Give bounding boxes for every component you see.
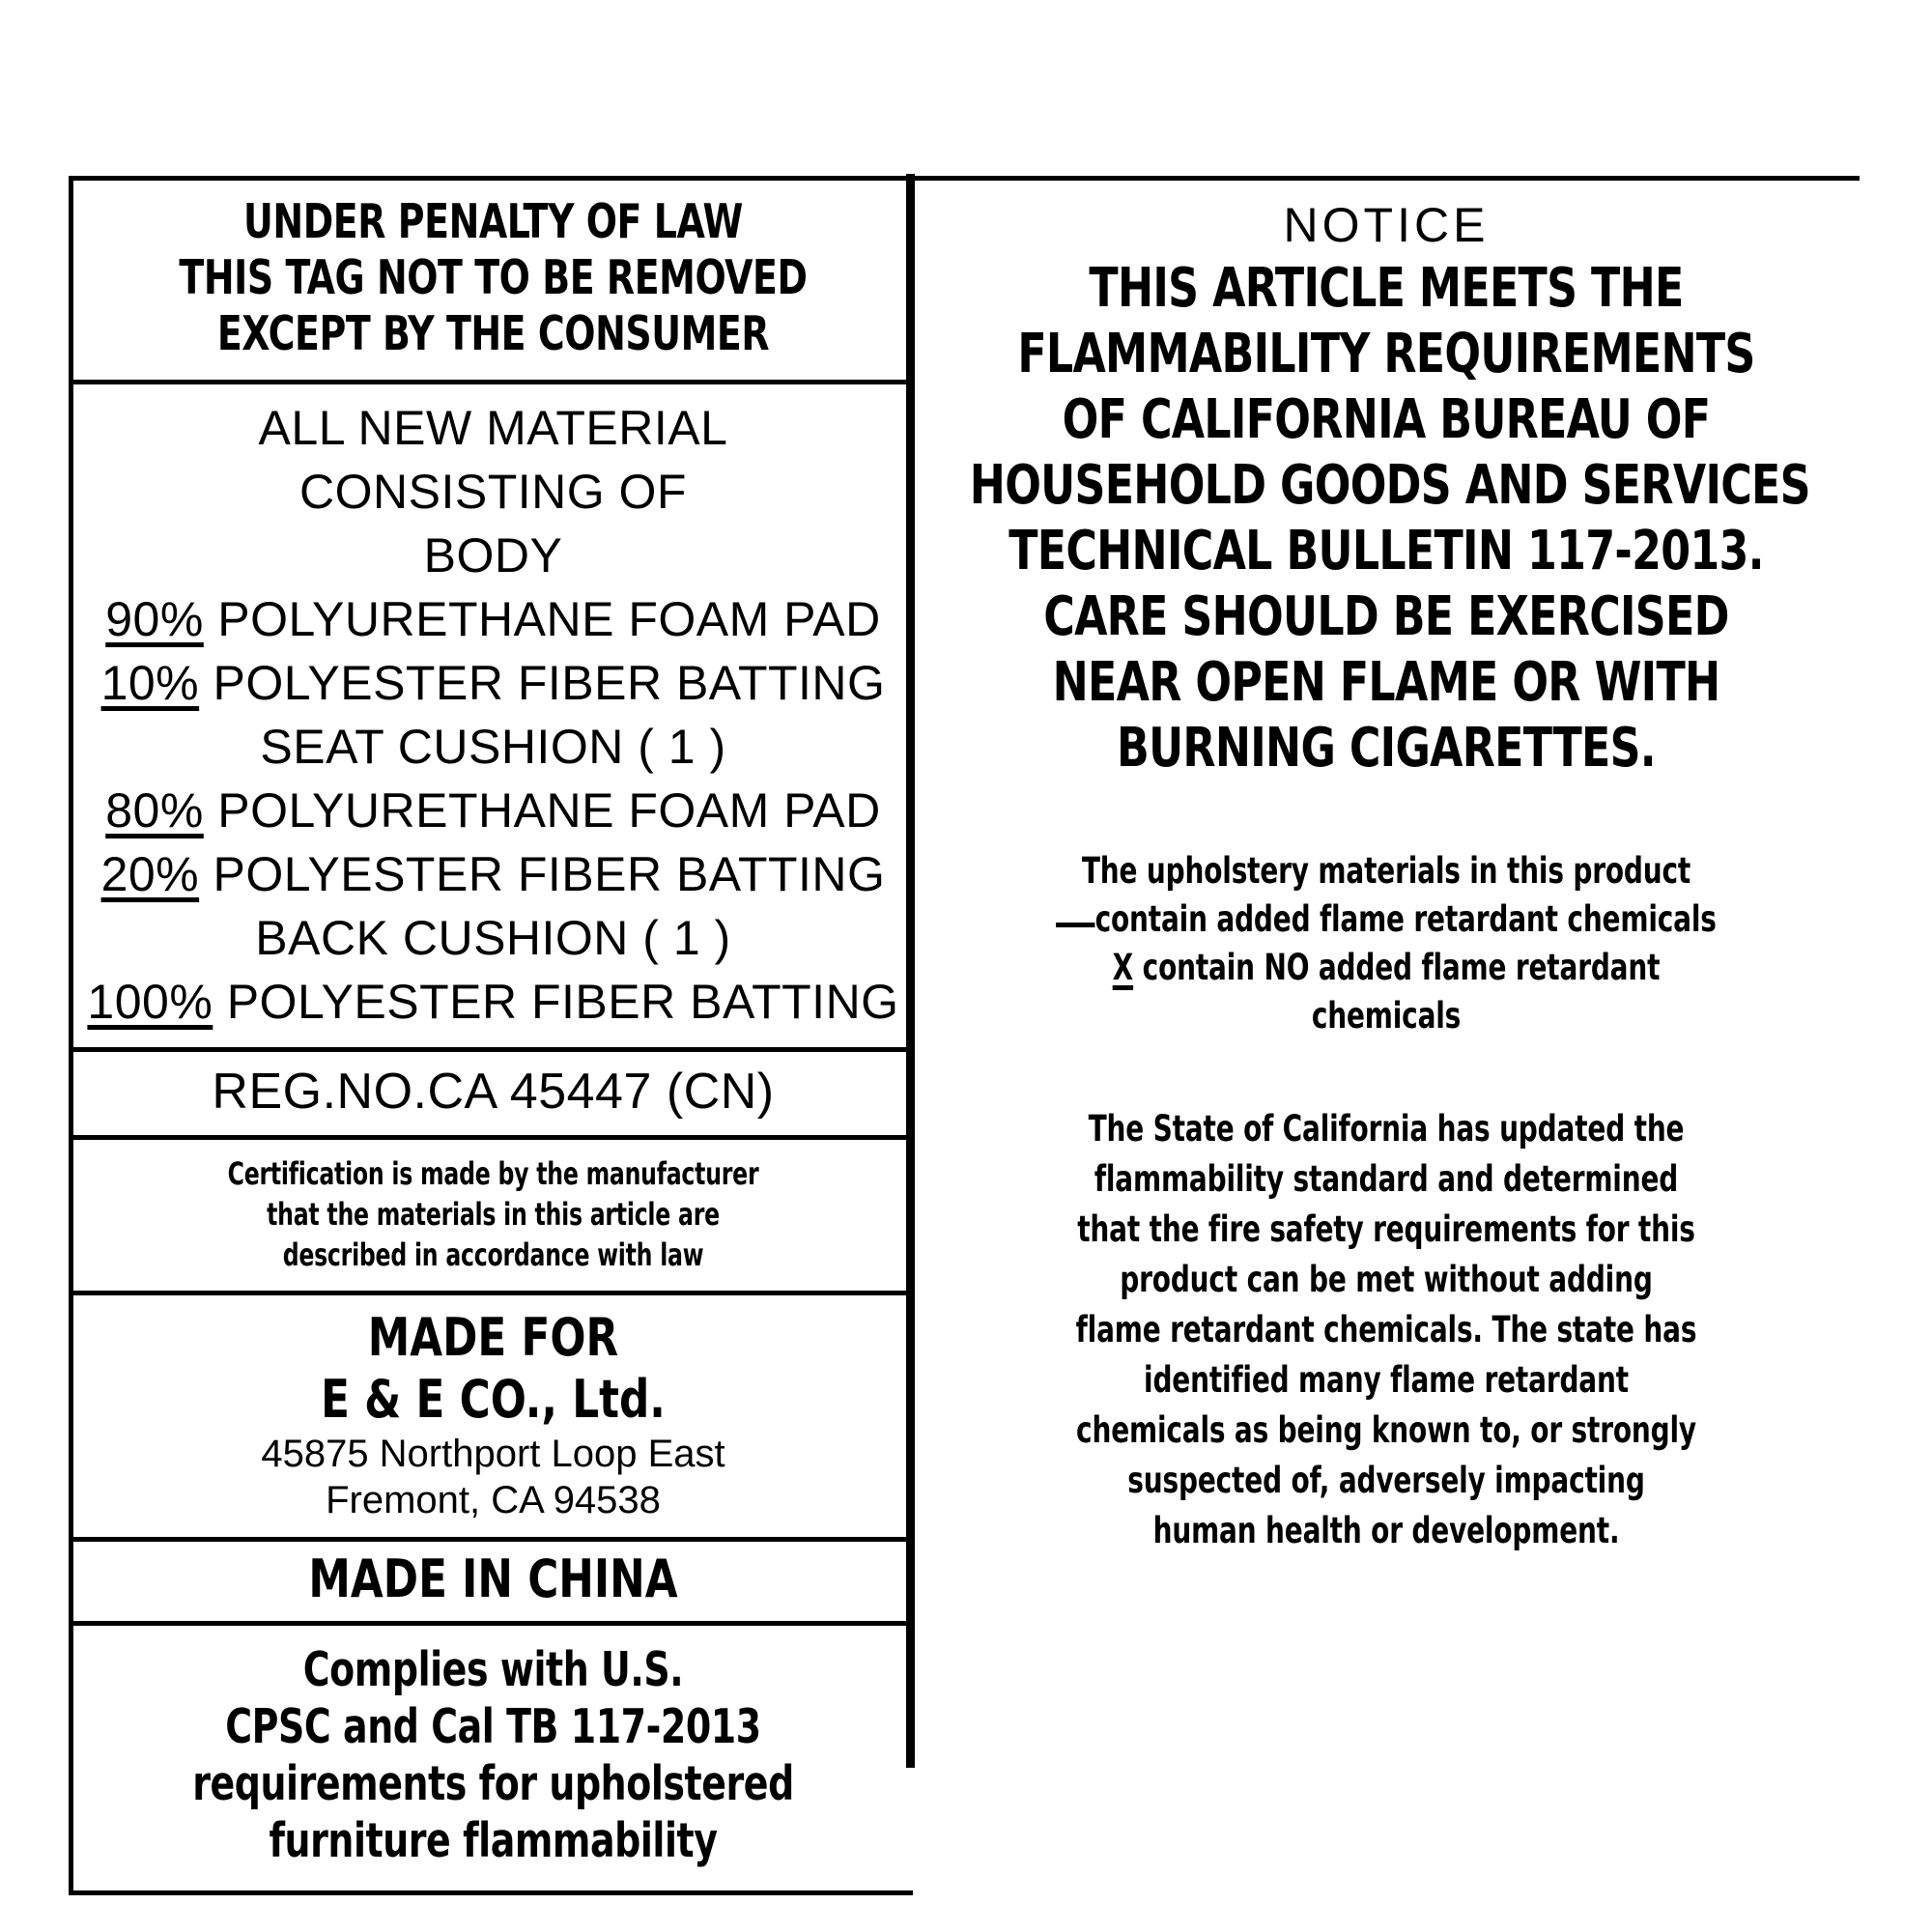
state-of-california-statement: The State of California has updated the … — [988, 1104, 1783, 1576]
certification-line-2: that the materials in this article are — [267, 1196, 720, 1233]
notice-line-2: FLAMMABILITY REQUIREMENTS — [1017, 323, 1755, 385]
material-row: 10% POLYESTER FIBER BATTING — [83, 651, 903, 715]
notice-line-6: CARE SHOULD BE EXERCISED — [1043, 585, 1729, 648]
component-part-back-cushion: BACK CUSHION ( 1 ) — [255, 911, 731, 965]
material-name: POLYESTER FIBER BATTING — [213, 656, 886, 710]
material-percent: 80% — [105, 783, 204, 838]
state-line-5: flame retardant chemicals. The state has — [1075, 1309, 1697, 1350]
notice-line-4: HOUSEHOLD GOODS AND SERVICES — [969, 454, 1811, 517]
material-name: POLYESTER FIBER BATTING — [226, 975, 899, 1029]
material-name: POLYESTER FIBER BATTING — [213, 847, 886, 901]
registration-number: REG.NO.CA 45447 (CN) — [212, 1064, 775, 1120]
flame-retardant-intro: The upholstery materials in this product — [1081, 850, 1691, 892]
country-of-origin-section: MADE IN CHINA — [73, 1542, 913, 1626]
component-part-body: BODY — [423, 528, 563, 582]
panel-divider — [906, 174, 915, 1768]
state-line-7: chemicals as being known to, or strongly — [1076, 1409, 1696, 1451]
option-added-label: contain added flame retardant chemicals — [1094, 898, 1717, 940]
materials-intro-line-1: ALL NEW MATERIAL — [258, 401, 728, 455]
notice-line-1: THIS ARTICLE MEETS THE — [1089, 257, 1684, 320]
materials-content-section: ALL NEW MATERIAL CONSISTING OF BODY 90% … — [73, 384, 913, 1052]
notice-line-8: BURNING CIGARETTES. — [1117, 717, 1657, 780]
certification-line-1: Certification is made by the manufacture… — [227, 1155, 759, 1192]
compliance-line-4: furniture flammability — [269, 1813, 718, 1868]
header-line-3: EXCEPT BY THE CONSUMER — [216, 306, 770, 361]
state-line-6: identified many flame retardant — [1144, 1359, 1629, 1401]
flame-retardant-disclosure: The upholstery materials in this product… — [988, 847, 1783, 1040]
notice-line-7: NEAR OPEN FLAME OR WITH — [1052, 651, 1721, 714]
material-percent: 90% — [105, 592, 204, 646]
checkbox-blank-unchecked[interactable] — [1056, 923, 1095, 927]
state-line-1: The State of California has updated the — [1088, 1108, 1685, 1150]
materials-intro-line-2: CONSISTING OF — [299, 465, 687, 519]
material-row: 100% POLYESTER FIBER BATTING — [83, 970, 903, 1034]
option-none-label-continued: chemicals — [1311, 995, 1462, 1037]
right-panel: NOTICE THIS ARTICLE MEETS THE FLAMMABILI… — [913, 176, 1860, 1576]
compliance-line-2: CPSC and Cal TB 117-2013 — [225, 1699, 761, 1754]
material-row: 90% POLYURETHANE FOAM PAD — [83, 587, 903, 651]
option-none-label: contain NO added flame retardant — [1142, 947, 1661, 988]
made-for-section: MADE FOR E & E CO., Ltd. 45875 Northport… — [73, 1295, 913, 1542]
component-part-seat-cushion: SEAT CUSHION ( 1 ) — [260, 720, 726, 774]
compliance-statement-section: Complies with U.S. CPSC and Cal TB 117-2… — [73, 1626, 913, 1890]
state-line-8: suspected of, adversely impacting — [1127, 1460, 1645, 1501]
material-row: 80% POLYURETHANE FOAM PAD — [83, 779, 903, 842]
notice-body: THIS ARTICLE MEETS THE FLAMMABILITY REQU… — [913, 256, 1860, 781]
left-panel: UNDER PENALTY OF LAW THIS TAG NOT TO BE … — [69, 176, 913, 1895]
state-line-3: that the fire safety requirements for th… — [1077, 1208, 1695, 1250]
compliance-line-3: requirements for upholstered — [192, 1756, 794, 1811]
header-line-2: THIS TAG NOT TO BE REMOVED — [179, 250, 808, 305]
made-in-china-text: MADE IN CHINA — [308, 1548, 678, 1609]
state-line-2: flammability standard and determined — [1094, 1158, 1679, 1200]
material-row: 20% POLYESTER FIBER BATTING — [83, 842, 903, 906]
material-name: POLYURETHANE FOAM PAD — [217, 592, 881, 646]
penalty-of-law-header: UNDER PENALTY OF LAW THIS TAG NOT TO BE … — [73, 181, 913, 384]
checkbox-x-checked[interactable]: X — [1112, 947, 1134, 988]
material-percent: 100% — [87, 975, 213, 1029]
address-line-2: Fremont, CA 94538 — [326, 1479, 661, 1521]
notice-line-3: OF CALIFORNIA BUREAU OF — [1062, 388, 1711, 451]
state-line-9: human health or development. — [1152, 1510, 1620, 1551]
flame-retardant-option-none[interactable]: X contain NO added flame retardant — [988, 944, 1783, 992]
made-for-heading: MADE FOR — [367, 1307, 619, 1368]
company-name: E & E CO., Ltd. — [321, 1369, 666, 1430]
header-line-1: UNDER PENALTY OF LAW — [243, 194, 743, 249]
material-percent: 10% — [100, 656, 200, 710]
certification-statement-section: Certification is made by the manufacture… — [73, 1140, 913, 1295]
flame-retardant-option-added[interactable]: contain added flame retardant chemicals — [988, 895, 1783, 944]
registration-number-section: REG.NO.CA 45447 (CN) — [73, 1052, 913, 1140]
certification-line-3: described in accordance with law — [282, 1236, 704, 1273]
material-name: POLYURETHANE FOAM PAD — [217, 783, 881, 838]
notice-line-5: TECHNICAL BULLETIN 117-2013. — [1009, 520, 1764, 582]
notice-heading: NOTICE — [1283, 198, 1490, 252]
material-percent: 20% — [100, 847, 200, 901]
compliance-line-1: Complies with U.S. — [302, 1642, 684, 1697]
address-line-1: 45875 Northport Loop East — [261, 1433, 725, 1475]
state-line-4: product can be met without adding — [1120, 1259, 1653, 1300]
